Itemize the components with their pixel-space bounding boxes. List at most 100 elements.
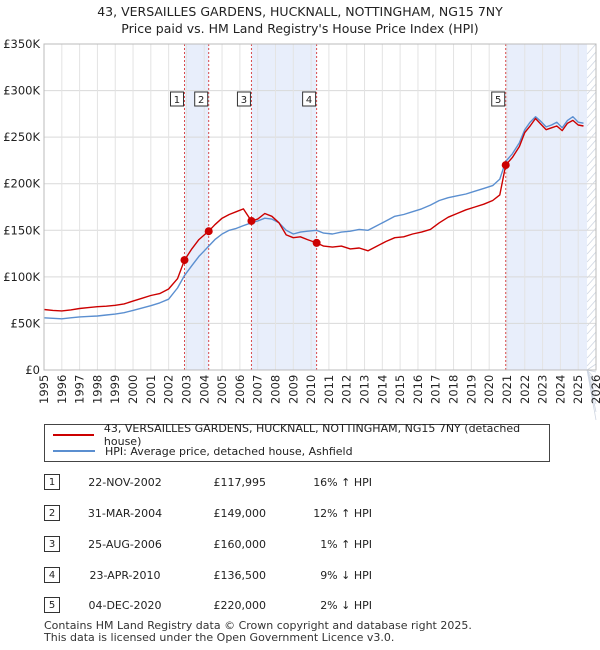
- y-tick-label: £200K: [3, 177, 40, 191]
- hatch-line: [586, 251, 597, 263]
- x-tick-label: 2004: [197, 375, 211, 404]
- hatch-line: [586, 203, 597, 215]
- sale-point: [247, 216, 256, 225]
- hatch-line: [586, 227, 597, 239]
- hatch-line: [586, 339, 597, 351]
- hatch-line: [586, 369, 597, 389]
- chart-legend: 43, VERSAILLES GARDENS, HUCKNALL, NOTTIN…: [44, 422, 550, 462]
- hatch-line: [586, 171, 597, 183]
- transaction-hpi-diff: 12% ↑ HPI: [313, 507, 372, 520]
- sale-label: 2: [198, 95, 204, 106]
- hatch-line: [586, 155, 597, 167]
- transaction-date: 22-NOV-2002: [88, 476, 162, 489]
- x-tick-label: 2000: [126, 375, 140, 404]
- sale-point: [204, 227, 213, 236]
- transaction-hpi-diff: 1% ↑ HPI: [320, 538, 372, 551]
- y-tick-label: £300K: [3, 84, 40, 98]
- x-tick-label: 2009: [286, 375, 300, 404]
- transaction-price: £160,000: [213, 538, 267, 551]
- x-tick-label: 2020: [482, 375, 496, 404]
- x-tick-label: 2003: [179, 375, 193, 404]
- x-tick-label: 2007: [251, 375, 265, 404]
- sale-label-box: [194, 91, 209, 107]
- x-tick-label: 2010: [304, 375, 318, 404]
- x-tick-label: 2021: [500, 375, 514, 404]
- hatch-line: [586, 123, 597, 135]
- transaction-hpi-diff: 9% ↓ HPI: [320, 569, 372, 582]
- transaction-row: 5 04-DEC-2020 £220,000 2% ↓ HPI: [0, 596, 600, 616]
- sale-label: 4: [306, 95, 312, 106]
- transaction-number: 2: [44, 505, 60, 521]
- transaction-number: 4: [44, 567, 60, 583]
- transaction-row: 2 31-MAR-2004 £149,000 12% ↑ HPI: [0, 504, 600, 524]
- legend-label-hpi: HPI: Average price, detached house, Ashf…: [105, 444, 353, 458]
- x-tick-label: 2005: [215, 375, 229, 404]
- hatch-line: [586, 115, 597, 127]
- transaction-row: 1 22-NOV-2002 £117,995 16% ↑ HPI: [0, 473, 600, 493]
- hatch-line: [586, 291, 597, 303]
- hatch-line: [586, 195, 597, 207]
- x-tick-label: 2024: [553, 375, 567, 404]
- hatch-line: [586, 147, 597, 159]
- hatch-line: [586, 99, 597, 111]
- chart-title: 43, VERSAILLES GARDENS, HUCKNALL, NOTTIN…: [97, 4, 503, 19]
- y-tick-label: £150K: [3, 223, 40, 237]
- x-tick-label: 2025: [571, 375, 585, 404]
- hatch-line: [586, 259, 597, 271]
- hatch-line: [586, 275, 597, 287]
- hatch-line: [586, 43, 597, 55]
- hatch-line: [586, 211, 597, 223]
- sale-point: [180, 256, 189, 265]
- hatch-line: [586, 307, 597, 319]
- transaction-price: £149,000: [213, 507, 267, 520]
- hatch-line: [586, 59, 597, 71]
- hatch-line: [586, 243, 597, 255]
- transaction-date: 25-AUG-2006: [88, 538, 162, 551]
- hatch-line: [586, 91, 597, 103]
- hatch-line: [586, 267, 597, 279]
- x-tick-label: 2002: [162, 375, 176, 404]
- transaction-date: 23-APR-2010: [89, 569, 161, 582]
- transaction-date: 04-DEC-2020: [88, 599, 162, 612]
- plot-frame: [43, 43, 597, 371]
- x-tick-label: 2022: [518, 375, 532, 404]
- x-tick-label: 1995: [37, 375, 51, 404]
- legend-item-hpi: HPI: Average price, detached house, Ashf…: [53, 443, 353, 459]
- hatch-line: [586, 369, 597, 381]
- hpi-line: [43, 115, 584, 320]
- x-tick-label: 2026: [589, 375, 600, 404]
- x-tick-label: 2011: [322, 375, 336, 404]
- y-tick-label: £100K: [3, 270, 40, 284]
- sale-label: 5: [495, 95, 501, 106]
- hatch-line: [586, 51, 597, 63]
- x-tick-label: 2014: [375, 375, 389, 404]
- transaction-number: 1: [44, 474, 60, 490]
- y-tick-label: £0: [25, 363, 40, 377]
- ownership-shade: [505, 44, 588, 370]
- legend-label-price-paid: 43, VERSAILLES GARDENS, HUCKNALL, NOTTIN…: [103, 422, 521, 448]
- hatch-line: [586, 179, 597, 191]
- hatch-line: [586, 163, 597, 175]
- x-tick-label: 2018: [447, 375, 461, 404]
- sale-label: 3: [241, 95, 247, 106]
- y-tick-label: £50K: [11, 316, 41, 330]
- transaction-price: £136,500: [213, 569, 267, 582]
- x-tick-label: 2017: [429, 375, 443, 404]
- legend-line-price-paid: [53, 434, 94, 436]
- x-tick-label: 1996: [55, 375, 69, 404]
- transaction-row: 4 23-APR-2010 £136,500 9% ↓ HPI: [0, 566, 600, 586]
- hatch-line: [586, 219, 597, 231]
- transaction-row: 3 25-AUG-2006 £160,000 1% ↑ HPI: [0, 535, 600, 555]
- y-tick-label: £350K: [3, 37, 40, 51]
- x-tick-label: 1998: [90, 375, 104, 404]
- hatch-line: [586, 139, 597, 151]
- sale-label-box: [491, 91, 506, 107]
- hatch-line: [586, 67, 597, 79]
- hatch-line: [586, 187, 597, 199]
- hatch-line: [586, 235, 597, 247]
- x-tick-label: 2019: [464, 375, 478, 404]
- transaction-date: 31-MAR-2004: [87, 507, 163, 520]
- transaction-price: £220,000: [213, 599, 267, 612]
- hatch-line: [586, 323, 597, 335]
- hatch-line: [586, 283, 597, 295]
